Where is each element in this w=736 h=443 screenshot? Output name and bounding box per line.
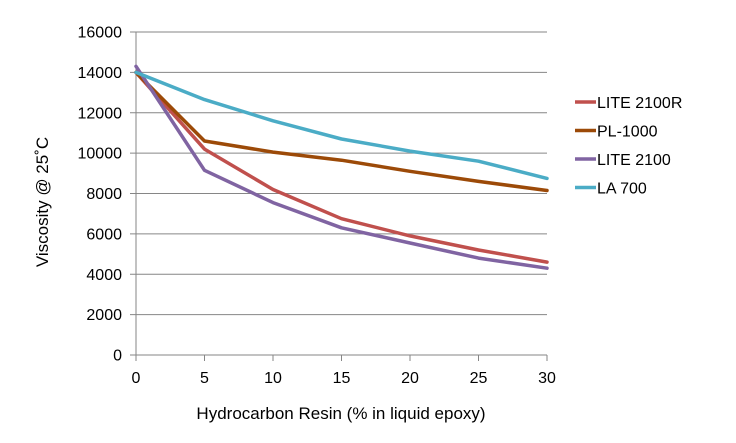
x-axis-title: Hydrocarbon Resin (% in liquid epoxy) <box>196 404 485 423</box>
legend-label: LITE 2100R <box>597 95 682 112</box>
y-axis-title: Viscosity @ 25˚C <box>33 137 52 267</box>
y-tick-label: 6000 <box>86 226 122 243</box>
series-line-pl-1000 <box>134 70 549 193</box>
legend-label: LA 700 <box>597 181 647 198</box>
y-tick-label: 4000 <box>86 267 122 284</box>
legend-label: LITE 2100 <box>597 152 671 169</box>
y-tick-labels: 0 2000 4000 6000 8000 10000 12000 14000 16000 <box>78 25 123 365</box>
y-tick-label: 2000 <box>86 307 122 324</box>
legend-item-lite-2100: LITE 2100 <box>575 152 671 169</box>
x-tick-label: 0 <box>132 370 141 387</box>
y-tick-label: 8000 <box>86 186 122 203</box>
y-tick-label: 10000 <box>78 146 123 163</box>
legend: LITE 2100R PL-1000 LITE 2100 LA 700 <box>575 95 682 198</box>
gridlines <box>130 31 547 356</box>
legend-label: PL-1000 <box>597 124 658 141</box>
legend-item-la-700: LA 700 <box>575 181 647 198</box>
x-tick-label: 20 <box>401 370 419 387</box>
y-tick-label: 0 <box>113 348 122 365</box>
x-tick-label: 5 <box>200 370 209 387</box>
legend-item-pl-1000: PL-1000 <box>575 124 658 141</box>
series-lines <box>134 64 549 270</box>
x-tick-label: 25 <box>470 370 488 387</box>
series-line-lite-2100r <box>134 70 549 264</box>
legend-item-lite-2100r: LITE 2100R <box>575 95 682 112</box>
y-tick-label: 14000 <box>78 65 123 82</box>
x-tick-label: 15 <box>333 370 351 387</box>
x-tick-label: 10 <box>264 370 282 387</box>
x-tick-label: 30 <box>538 370 556 387</box>
x-tick-labels: 0 5 10 15 20 25 30 <box>132 370 556 387</box>
series-line-lite-2100 <box>134 64 549 270</box>
series-line-la-700 <box>134 70 549 181</box>
axes <box>135 32 548 361</box>
y-tick-label: 16000 <box>78 25 123 42</box>
y-tick-label: 12000 <box>78 105 123 122</box>
